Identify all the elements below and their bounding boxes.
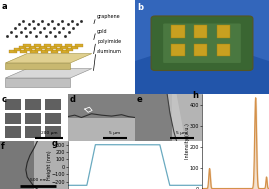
Polygon shape [30,50,38,53]
Polygon shape [44,44,51,47]
Text: graphene: graphene [97,14,121,19]
Polygon shape [24,48,32,51]
Text: 200 μm: 200 μm [41,131,58,135]
Polygon shape [135,54,269,94]
Bar [0,141,34,189]
Polygon shape [20,50,27,53]
Polygon shape [50,46,57,49]
Polygon shape [70,46,78,49]
Text: e: e [136,95,142,104]
Bar [171,44,185,56]
Polygon shape [23,44,31,47]
Bar [25,99,41,110]
Polygon shape [60,46,68,49]
FancyBboxPatch shape [151,16,253,70]
Text: h: h [192,91,198,100]
Bar [45,112,61,124]
Text: 5 μm: 5 μm [176,131,187,135]
Bar [217,44,230,56]
Polygon shape [5,53,92,63]
Text: aluminum: aluminum [97,49,122,54]
Bar [172,94,202,141]
Polygon shape [19,46,26,49]
Bar [25,126,41,138]
Text: c: c [1,95,6,104]
Bar [194,44,207,56]
Text: 5 μm: 5 μm [109,131,121,135]
Bar [68,118,135,141]
Polygon shape [167,94,185,141]
Bar [135,94,172,141]
Bar [25,112,41,124]
Bar [68,94,135,118]
Polygon shape [5,69,92,78]
Polygon shape [61,50,69,53]
Bar [34,141,68,189]
Text: 500 nm: 500 nm [30,178,46,182]
Polygon shape [35,48,42,51]
Polygon shape [45,48,53,51]
Text: b: b [138,3,144,12]
Polygon shape [66,48,73,51]
Polygon shape [5,63,70,69]
Polygon shape [9,50,17,53]
Bar [5,112,21,124]
Polygon shape [41,50,48,53]
Polygon shape [65,44,72,47]
Text: a: a [1,2,7,11]
Polygon shape [39,46,47,49]
Text: gold: gold [97,29,108,33]
Polygon shape [56,48,63,51]
Text: f: f [1,143,5,151]
Polygon shape [54,44,62,47]
Y-axis label: Height (nm): Height (nm) [47,150,52,180]
Y-axis label: Intensity (a.u.): Intensity (a.u.) [185,124,190,160]
Bar [5,126,21,138]
Text: polyimide: polyimide [97,39,121,44]
Bar [45,126,61,138]
Polygon shape [14,48,22,51]
Polygon shape [75,44,83,47]
Bar [45,99,61,110]
Bar [171,25,185,38]
Polygon shape [51,50,58,53]
Text: d: d [69,95,75,104]
Bar [5,99,21,110]
Bar [194,25,207,38]
Text: g: g [52,139,58,148]
FancyBboxPatch shape [163,23,241,63]
Polygon shape [5,78,70,88]
Polygon shape [29,46,36,49]
Polygon shape [34,44,41,47]
Bar [217,25,230,38]
